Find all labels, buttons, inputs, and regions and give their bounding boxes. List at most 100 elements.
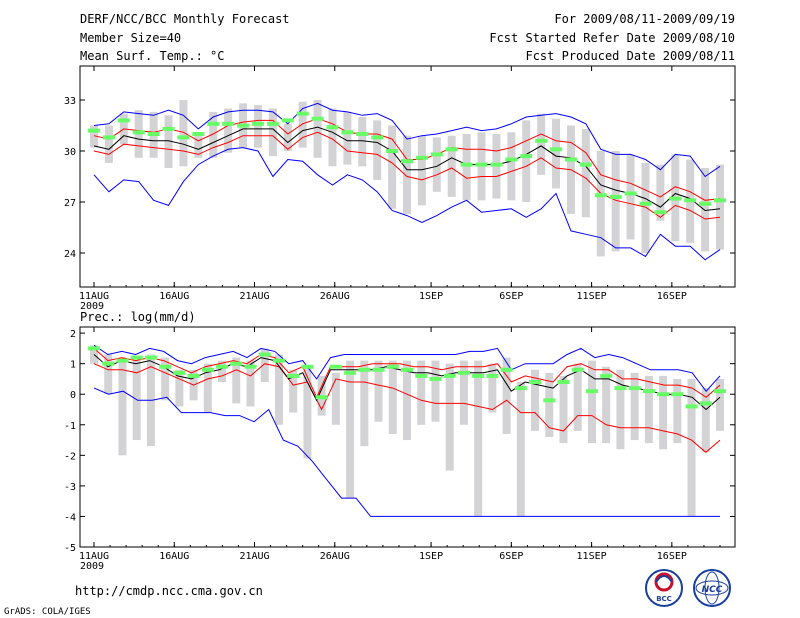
temperature-spread-bar — [403, 135, 411, 214]
precipitation-xtick-label: 21AUG — [239, 551, 269, 562]
ncc-logo: NCC — [693, 569, 731, 607]
temperature-ensemble-marker — [475, 162, 488, 167]
precipitation-ytick-label: 1 — [70, 360, 76, 371]
precipitation-ytick-label: -5 — [64, 543, 76, 554]
precipitation-spread-bar — [303, 366, 312, 459]
temperature-ensemble-marker — [102, 135, 115, 140]
precipitation-spread-bar — [659, 375, 668, 450]
precipitation-spread-bar — [673, 378, 682, 444]
precipitation-spread-bar — [403, 360, 411, 441]
precipitation-ensemble-marker — [699, 401, 712, 406]
temperature-ensemble-marker — [266, 121, 279, 126]
temperature-xtick-label: 21AUG — [239, 291, 269, 302]
precipitation-ensemble-marker — [628, 386, 641, 391]
precipitation-spread-bar — [559, 375, 568, 444]
precipitation-spread-bar — [104, 354, 113, 395]
precipitation-spread-bar — [118, 357, 127, 456]
precipitation-ensemble-marker — [685, 404, 698, 409]
precipitation-spread-bar — [331, 372, 340, 425]
temperature-ensemble-marker — [505, 157, 518, 162]
temperature-ensemble-marker — [386, 149, 399, 153]
precipitation-ensemble-marker — [88, 346, 100, 351]
temperature-ensemble-marker — [520, 154, 533, 159]
precipitation-frame — [79, 326, 736, 548]
precipitation-spread-bar — [431, 360, 440, 422]
precip-label: Prec.: log(mm/d) — [80, 310, 196, 324]
temperature-spread-bar — [626, 154, 635, 240]
precipitation-xtick-label: 26AUG — [320, 551, 350, 562]
temperature-ensemble-marker — [714, 198, 726, 203]
temperature-spread-bar — [417, 135, 426, 206]
temperature-ensemble-marker — [579, 162, 592, 167]
temperature-spread-bar — [701, 168, 710, 252]
temperature-xtick-label: 6SEP — [499, 291, 523, 302]
temperature-ytick-label: 30 — [64, 147, 76, 158]
precipitation-spread-bar — [360, 360, 369, 447]
precipitation-xtick-label: 11SEP — [577, 551, 607, 562]
temperature-spread-bar — [328, 108, 337, 167]
footer-url[interactable]: http://cmdp.ncc.cma.gov.cn — [75, 584, 263, 598]
temperature-ensemble-marker — [222, 121, 235, 126]
bcc-logo: BCC — [645, 569, 683, 607]
precipitation-ensemble-marker — [585, 389, 598, 394]
precipitation-ensemble-marker — [486, 373, 499, 378]
precipitation-ensemble-marker — [571, 367, 584, 372]
precipitation-ensemble-marker — [329, 364, 342, 369]
temperature-spread-bar — [432, 137, 441, 192]
precipitation-spread-bar — [246, 360, 255, 407]
temperature-spread-bar — [224, 108, 233, 153]
precipitation-panel: -5 -4 -3 -2 -1 0 1 2 11AUG 16AUG 21AUG 26AUG 1SEP 6SE… — [64, 326, 736, 572]
precipitation-ensemble-marker — [543, 398, 556, 403]
precipitation-xtick-label: 11AUG — [79, 551, 109, 562]
precipitation-year-label: 2009 — [80, 561, 104, 572]
temperature-min-line — [93, 147, 721, 261]
precipitation-ensemble-marker — [415, 373, 428, 378]
precipitation-spread-bar — [687, 378, 696, 517]
precipitation-spread-bar — [346, 360, 355, 499]
precipitation-ensemble-marker — [287, 373, 300, 378]
precipitation-spread-bar — [274, 354, 283, 425]
temperature-spread-bar — [164, 115, 173, 168]
temperature-spread-bar — [462, 134, 471, 201]
footer-grads: GrADS: COLA/IGES — [4, 607, 91, 617]
precipitation-xtick-label: 16AUG — [159, 551, 189, 562]
temperature-xtick-label: 1SEP — [419, 291, 443, 302]
temperature-ensemble-marker — [594, 193, 607, 198]
precipitation-ensemble-marker — [472, 373, 485, 378]
precipitation-spread-bar — [474, 360, 483, 517]
precipitation-xtick-label: 16SEP — [657, 551, 687, 562]
temperature-ensemble-marker — [162, 126, 175, 131]
temperature-xtick-label: 16AUG — [159, 291, 189, 302]
temperature-ensemble-marker — [669, 196, 682, 201]
precipitation-spread-bar — [161, 357, 170, 401]
temperature-ensemble-marker — [624, 191, 637, 196]
precipitation-spread-bar — [388, 360, 397, 434]
precipitation-spread-bar — [516, 382, 525, 517]
header-produced: Fcst Produced Date 2009/08/11 — [525, 49, 735, 63]
precipitation-spread-bar — [203, 363, 212, 413]
precipitation-ensemble-marker — [429, 376, 442, 381]
header-member-size: Member Size=40 — [80, 31, 181, 45]
temperature-spread-bar — [611, 151, 620, 252]
temperature-spread-bar — [194, 132, 203, 158]
precipitation-ytick-label: 2 — [70, 329, 76, 340]
precipitation-spread-bar — [502, 357, 511, 434]
header-variable: Mean Surf. Temp.: °C — [80, 49, 225, 63]
precipitation-ensemble-marker — [401, 367, 413, 372]
temperature-xtick-label: 26AUG — [320, 291, 350, 302]
precipitation-ensemble-marker — [358, 367, 371, 372]
temperature-ensemble-marker — [281, 118, 294, 123]
temperature-ensemble-marker — [237, 123, 250, 128]
precipitation-ensemble-marker — [514, 386, 527, 391]
temperature-ensemble-marker — [296, 111, 309, 116]
temperature-ensemble-marker — [147, 132, 160, 136]
precipitation-spread-bar — [616, 369, 625, 450]
precipitation-spread-bar — [374, 360, 383, 422]
temperature-ensemble-marker — [460, 162, 473, 167]
temperature-spread-bar — [104, 125, 113, 163]
precipitation-min-line — [93, 387, 720, 517]
temperature-ensemble-marker — [490, 162, 503, 167]
precipitation-ensemble-marker — [671, 392, 684, 397]
precipitation-spread-bar — [545, 372, 554, 437]
temperature-spread-bar — [298, 101, 307, 148]
